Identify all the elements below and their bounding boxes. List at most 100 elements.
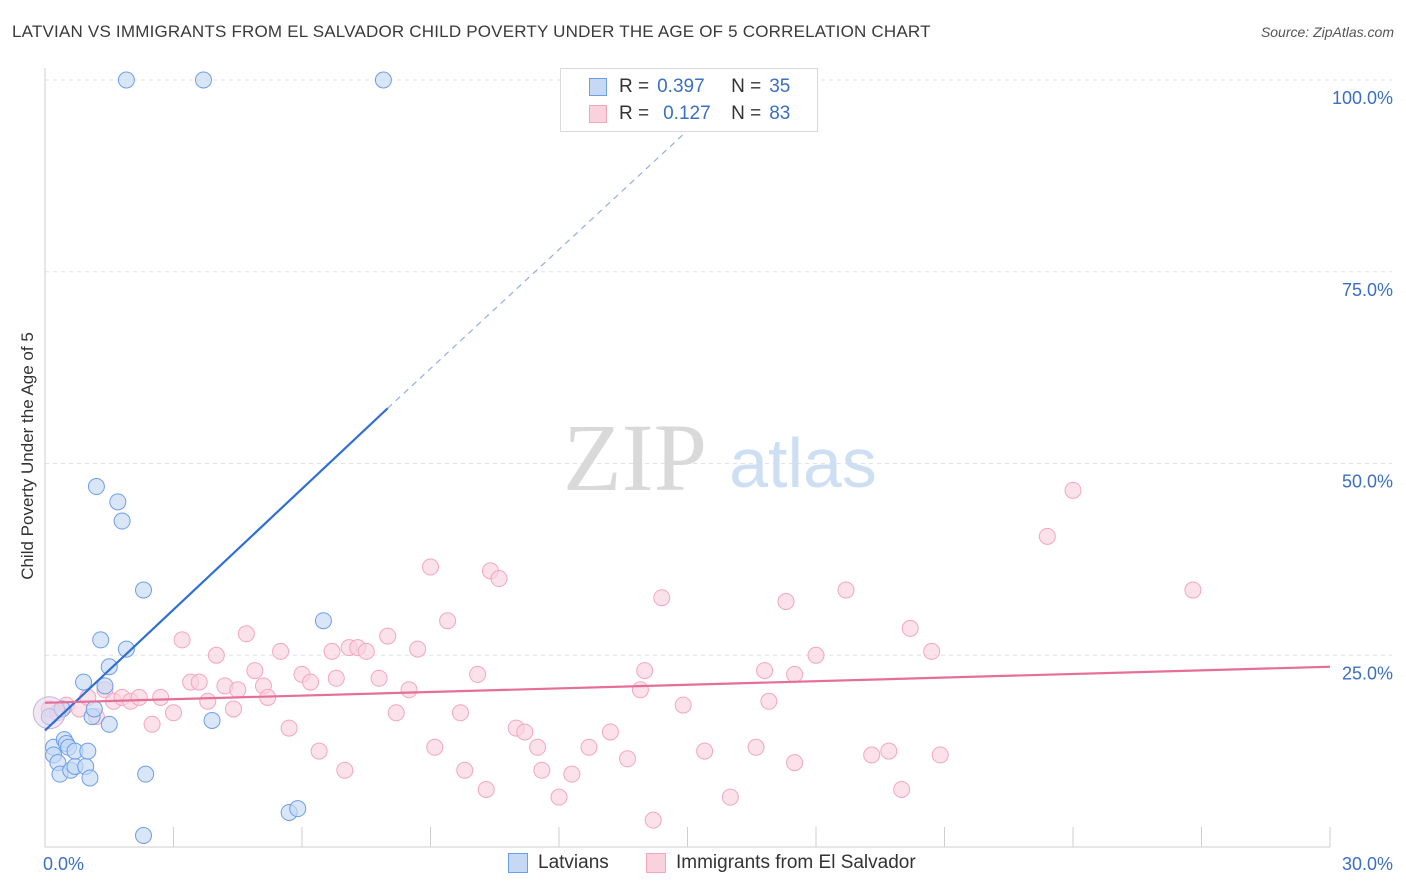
point-el-salvador [490,570,508,588]
point-latvians [135,826,153,844]
point-el-salvador [165,704,182,722]
point-el-salvador [756,662,774,680]
gridlines [45,79,1392,656]
legend-n-label: N = [731,76,762,97]
point-el-salvador [931,746,949,764]
point-el-salvador [477,780,495,798]
y-tick-label: 100.0% [1332,88,1393,108]
legend-r-value: 0.397 [657,76,705,97]
point-el-salvador [563,765,581,783]
trend-lines [44,110,1331,732]
point-el-salvador [893,780,911,798]
point-el-salvador [357,642,375,660]
y-tick-label: 25.0% [1342,663,1393,683]
point-el-salvador [456,761,474,779]
point-latvians [113,512,131,530]
point-latvians [85,700,103,718]
legend-n-value: 35 [769,76,791,97]
point-latvians [81,769,99,787]
chart-title: LATVIAN VS IMMIGRANTS FROM EL SALVADOR C… [12,22,931,41]
trend-line-latvians [44,407,389,732]
legend-n-value: 83 [769,103,791,124]
point-el-salvador [280,719,298,737]
legend-r-label: R = [619,103,650,124]
point-el-salvador [837,581,855,599]
point-el-salvador [272,642,290,660]
point-el-salvador [786,665,804,683]
correlation-legend: R = 0.397 N = 35 R = 0.127 N = 83 [560,68,818,132]
point-el-salvador [199,692,217,710]
axes [44,68,1331,848]
legend-r-label: R = [619,76,650,97]
point-el-salvador [1038,527,1056,545]
x-tick-label: 30.0% [1342,854,1393,874]
watermark-atlas: atlas [729,424,877,502]
series-legend-el-salvador: Immigrants from El Salvador [646,852,916,874]
point-el-salvador [516,723,534,741]
point-el-salvador [190,673,208,691]
legend-row-el-salvador: R = 0.127 N = 83 [561,101,790,127]
point-el-salvador [302,673,320,691]
point-el-salvador [880,742,898,760]
point-latvians [79,742,97,760]
point-el-salvador [130,688,148,706]
point-latvians [100,658,118,676]
series-swatch-latvians [508,853,528,873]
point-el-salvador [863,746,881,764]
point-el-salvador [400,681,418,699]
point-el-salvador [387,704,405,722]
point-latvians [75,673,93,691]
point-el-salvador [807,646,825,664]
point-el-salvador [422,558,439,576]
point-latvians [92,631,110,649]
point-el-salvador [207,646,225,664]
point-el-salvador [653,589,671,607]
point-el-salvador [636,662,654,680]
point-el-salvador [601,723,619,741]
point-el-salvador [173,631,191,649]
legend-swatch-el-salvador [589,105,607,123]
point-el-salvador [237,625,255,643]
legend-r-value: 0.127 [663,103,711,124]
y-axis-label: Child Poverty Under the Age of 5 [18,332,37,580]
point-el-salvador [409,640,427,658]
point-el-salvador [310,742,328,760]
point-latvians [194,71,212,89]
point-latvians [117,640,135,658]
point-el-salvador [631,681,649,699]
data-points [32,71,1202,844]
point-el-salvador [674,696,692,714]
legend-row-latvians: R = 0.397 N = 35 [561,74,790,100]
point-el-salvador [152,688,170,706]
point-el-salvador [224,700,242,718]
point-latvians [117,71,135,89]
point-el-salvador [644,811,662,829]
point-el-salvador [529,738,547,756]
point-latvians [100,715,118,733]
trend-line-el-salvador [44,665,1331,704]
point-el-salvador [1184,581,1202,599]
y-tick-label: 75.0% [1342,280,1393,300]
point-el-salvador [451,704,469,722]
point-el-salvador [439,612,457,630]
point-latvians [203,711,221,729]
watermark-zip: ZIP [563,404,707,511]
series-name-latvians: Latvians [538,852,609,873]
series-legend: Latvians Immigrants from El Salvador [0,852,1406,876]
point-el-salvador [696,742,714,760]
point-el-salvador [336,761,354,779]
point-el-salvador [469,665,487,683]
point-latvians [96,677,114,695]
point-el-salvador [760,692,778,710]
y-tick-label: 50.0% [1342,472,1393,492]
series-swatch-el-salvador [646,853,666,873]
point-el-salvador [777,593,795,611]
point-el-salvador [1064,481,1082,499]
source-note: Source: ZipAtlas.com [1260,24,1394,40]
point-el-salvador [143,715,161,733]
series-legend-latvians: Latvians [508,852,609,874]
point-latvians [109,493,127,511]
point-el-salvador [370,669,388,687]
point-el-salvador [327,669,345,687]
